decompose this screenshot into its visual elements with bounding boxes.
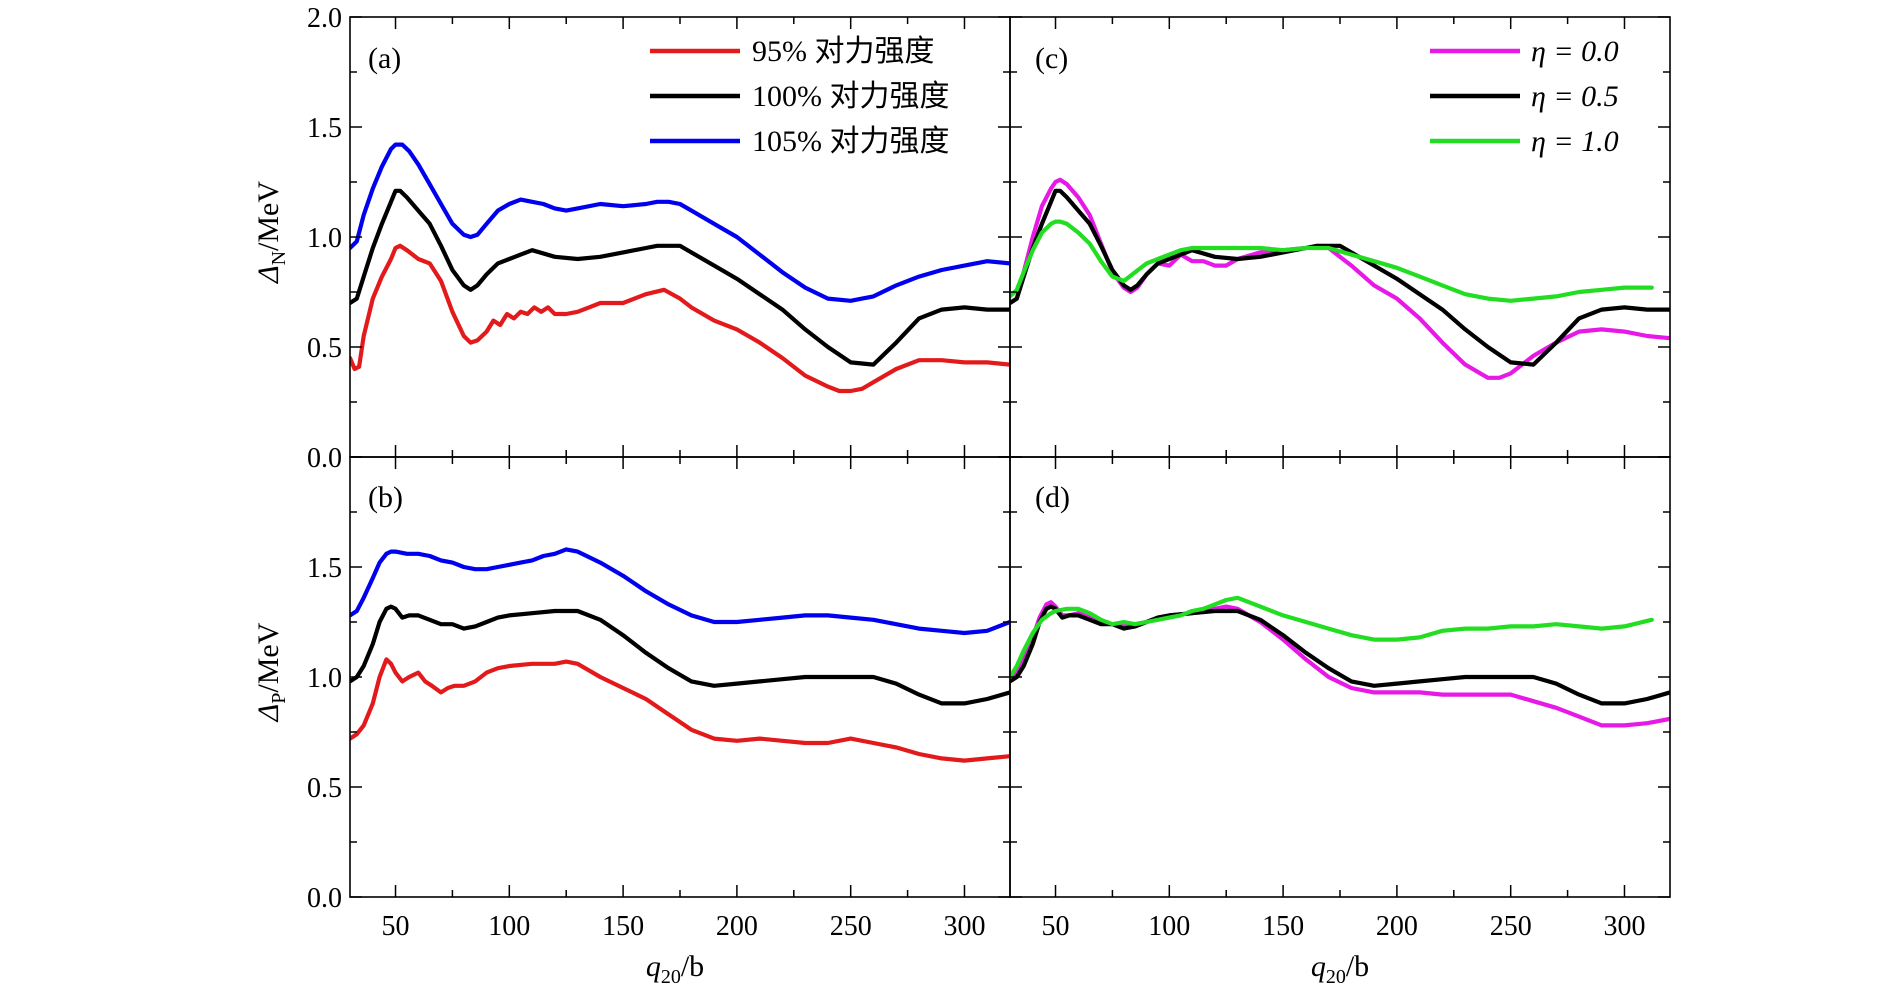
x-axis-title-right-symbol: q xyxy=(1311,950,1326,983)
legend-label-eta0: η = 0.0 xyxy=(1531,35,1619,68)
y-tick-label-a-1.0: 1.0 xyxy=(307,223,342,254)
series-line-c-2 xyxy=(1010,219,1654,303)
y-tick-label-b-1.0: 1.0 xyxy=(307,663,342,694)
x-tick-label-d-300: 300 xyxy=(1603,911,1645,942)
x-tick-label-b-100: 100 xyxy=(488,911,530,942)
y-tick-label-b-0.0: 0.0 xyxy=(307,883,342,914)
y-axis-title-bottom-rest: /MeV xyxy=(252,622,285,692)
y-tick-label-a-0.0: 0.0 xyxy=(307,443,342,474)
x-axis-title-left: q20/b xyxy=(646,950,704,986)
panel-label-a: (a) xyxy=(368,42,401,75)
y-axis-title-top: ΔN/MeV xyxy=(252,181,290,284)
y-axis-title-top-sub: N xyxy=(268,251,290,265)
x-axis-title-left-symbol: q xyxy=(646,950,661,983)
legend-label-95: 95% 对力强度 xyxy=(752,35,935,68)
x-tick-label-b-200: 200 xyxy=(716,911,758,942)
series-line-d-2 xyxy=(1010,595,1654,680)
y-axis-title-bottom-symbol: Δ xyxy=(252,704,285,723)
legend-left: 95% 对力强度 100% 对力强度 105% 对力强度 xyxy=(650,35,950,158)
panel-b: 50 100 150 200 250 300 0.0 0.5 1.0 1.5 xyxy=(307,456,1011,942)
plot-layer: 0.0 0.5 1.0 1.5 2.0 50 100 150 200 250 300 0.0 0.5 1.… xyxy=(307,3,1671,942)
series-line-d-1 xyxy=(1010,604,1670,706)
axis-titles: ΔN/MeV ΔP/MeV q20/b q20/b xyxy=(252,181,1369,986)
x-tick-label-d-250: 250 xyxy=(1490,911,1532,942)
panel-label-d: (d) xyxy=(1035,481,1070,514)
series-line-d-0 xyxy=(1010,600,1670,728)
series-line-a-1 xyxy=(350,188,1010,367)
y-tick-label-b-1.5: 1.5 xyxy=(307,553,342,584)
series-line-a-0 xyxy=(350,243,1010,394)
x-tick-label-b-250: 250 xyxy=(830,911,872,942)
series-line-b-1 xyxy=(350,604,1010,706)
y-tick-label-a-1.5: 1.5 xyxy=(307,113,342,144)
x-tick-label-d-200: 200 xyxy=(1376,911,1418,942)
panel-a: 0.0 0.5 1.0 1.5 2.0 xyxy=(307,3,1011,474)
panel-d: 50 100 150 200 250 300 xyxy=(1009,456,1671,942)
x-axis-title-right-rest: /b xyxy=(1346,950,1369,983)
x-tick-label-d-150: 150 xyxy=(1262,911,1304,942)
x-axis-title-right-sub: 20 xyxy=(1326,966,1346,986)
legend-label-100: 100% 对力强度 xyxy=(752,80,950,113)
y-tick-label-b-0.5: 0.5 xyxy=(307,773,342,804)
panel-label-b: (b) xyxy=(368,481,403,514)
series-line-c-0 xyxy=(1010,177,1670,380)
series-line-b-2 xyxy=(350,547,1010,636)
y-tick-label-a-2.0: 2.0 xyxy=(307,3,342,34)
y-tick-label-a-0.5: 0.5 xyxy=(307,333,342,364)
x-tick-label-b-150: 150 xyxy=(602,911,644,942)
x-tick-label-d-100: 100 xyxy=(1148,911,1190,942)
series-line-a-2 xyxy=(350,142,1010,303)
legend-right: η = 0.0 η = 0.5 η = 1.0 xyxy=(1430,35,1619,158)
x-tick-label-d-50: 50 xyxy=(1042,911,1070,942)
y-axis-title-bottom: ΔP/MeV xyxy=(252,622,290,722)
legend-label-105: 105% 对力强度 xyxy=(752,125,950,158)
y-axis-title-top-rest: /MeV xyxy=(252,181,285,251)
x-axis-title-left-sub: 20 xyxy=(661,966,681,986)
legend-label-eta05: η = 0.5 xyxy=(1531,80,1619,113)
x-axis-title-right: q20/b xyxy=(1311,950,1369,986)
y-axis-title-top-symbol: Δ xyxy=(252,265,285,284)
series-line-b-0 xyxy=(350,657,1010,763)
series-line-c-1 xyxy=(1010,188,1670,367)
panel-labels: (a) (b) (c) (d) xyxy=(368,42,1070,514)
x-tick-label-b-50: 50 xyxy=(382,911,410,942)
y-axis-title-bottom-sub: P xyxy=(268,693,290,704)
legend-label-eta1: η = 1.0 xyxy=(1531,125,1619,158)
panel-label-c: (c) xyxy=(1035,42,1068,75)
x-axis-title-left-rest: /b xyxy=(681,950,704,983)
x-tick-label-b-300: 300 xyxy=(943,911,985,942)
